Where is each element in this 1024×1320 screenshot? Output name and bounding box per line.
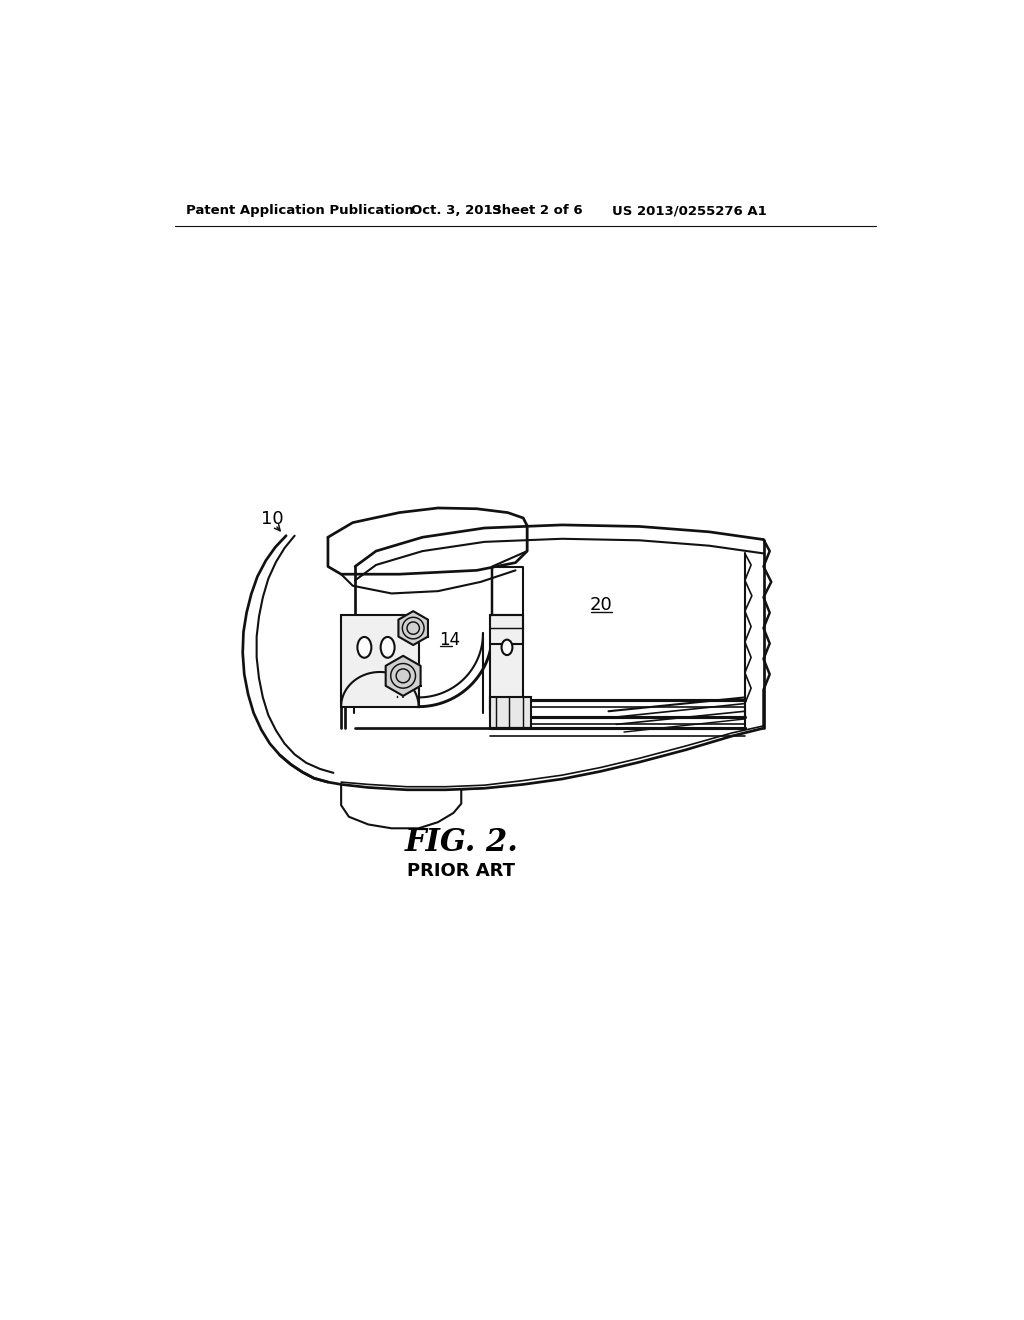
Ellipse shape	[502, 640, 512, 655]
Ellipse shape	[381, 638, 394, 657]
Polygon shape	[341, 615, 419, 706]
Text: PRIOR ART: PRIOR ART	[408, 862, 515, 880]
Text: US 2013/0255276 A1: US 2013/0255276 A1	[612, 205, 767, 218]
Text: 14: 14	[439, 631, 461, 648]
Text: 10: 10	[261, 510, 284, 528]
Text: FIG. 2.: FIG. 2.	[404, 826, 518, 858]
Polygon shape	[386, 656, 421, 696]
Polygon shape	[398, 611, 428, 645]
Text: Sheet 2 of 6: Sheet 2 of 6	[493, 205, 583, 218]
Text: 20: 20	[590, 597, 612, 614]
Ellipse shape	[357, 638, 372, 657]
Polygon shape	[489, 697, 531, 729]
Polygon shape	[489, 615, 523, 709]
Text: Oct. 3, 2013: Oct. 3, 2013	[411, 205, 502, 218]
Text: Patent Application Publication: Patent Application Publication	[186, 205, 414, 218]
